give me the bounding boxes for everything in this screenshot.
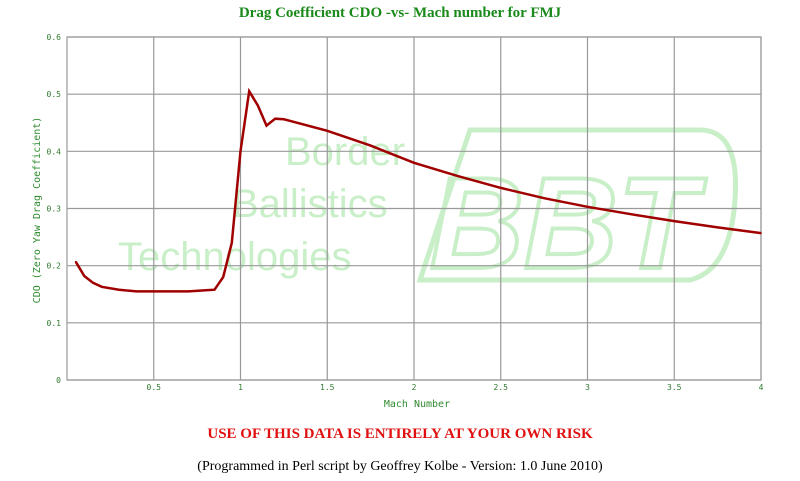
- data-point: [92, 282, 94, 284]
- bbt-logo: BBT: [416, 127, 739, 298]
- watermark-line: Ballistics: [232, 182, 388, 226]
- data-point: [630, 213, 632, 216]
- x-tick-label: 2.5: [494, 383, 509, 392]
- data-point: [673, 220, 676, 222]
- credit-text: (Programmed in Perl script by Geoffrey K…: [197, 459, 603, 474]
- watermark-line: Technologies: [118, 235, 352, 279]
- y-tick-label: 0: [56, 376, 61, 385]
- data-point: [135, 290, 138, 293]
- data-point: [152, 290, 155, 293]
- data-point: [326, 129, 329, 132]
- data-point: [239, 150, 242, 153]
- logo-text: BBT: [430, 150, 707, 296]
- data-point: [213, 288, 216, 291]
- data-point: [74, 260, 77, 263]
- data-point: [170, 290, 172, 293]
- data-point: [118, 288, 120, 291]
- data-point: [456, 175, 459, 177]
- x-axis-label: Mach Number: [384, 399, 450, 410]
- y-tick-label: 0.5: [47, 90, 62, 99]
- data-point: [369, 144, 372, 147]
- chart-title: Drag Coefficient CDO -vs- Mach number fo…: [238, 5, 562, 21]
- data-point: [586, 205, 589, 208]
- data-point: [100, 286, 103, 288]
- data-point: [291, 120, 294, 123]
- data-point: [413, 161, 415, 164]
- data-point: [274, 117, 277, 120]
- risk-warning: USE OF THIS DATA IS ENTIRELY AT YOUR OWN…: [207, 426, 593, 442]
- x-tick-label: 1: [238, 383, 243, 392]
- y-tick-label: 0.4: [47, 147, 62, 156]
- x-tick-label: 1.5: [320, 383, 335, 392]
- x-tick-label: 2: [412, 383, 417, 392]
- data-point: [231, 242, 233, 244]
- x-tick-label: 3.5: [667, 383, 682, 392]
- data-point: [205, 289, 207, 292]
- x-tick-label: 0.5: [147, 383, 162, 392]
- data-point: [265, 124, 268, 127]
- data-point: [257, 104, 259, 107]
- drag-chart: Border Ballistics Technologies BBT 0 0.1 0…: [32, 33, 764, 410]
- data-point: [187, 290, 190, 293]
- data-point: [760, 232, 762, 234]
- y-tick-label: 0.1: [47, 319, 62, 328]
- data-point: [543, 197, 545, 200]
- y-tick-label: 0.3: [47, 205, 62, 214]
- x-tick-label: 3: [585, 383, 590, 392]
- watermark: Border Ballistics Technologies BBT: [118, 127, 739, 298]
- y-axis-label: CDO (Zero Yaw Drag Coefficient): [32, 117, 43, 304]
- x-tick-label: 4: [759, 383, 764, 392]
- data-point: [222, 276, 224, 278]
- y-tick-label: 0.2: [47, 262, 62, 271]
- data-point: [248, 90, 250, 93]
- data-point: [716, 226, 719, 229]
- y-tick-label: 0.6: [47, 33, 62, 42]
- data-point: [283, 118, 285, 121]
- data-point: [83, 275, 86, 277]
- data-point: [499, 187, 502, 189]
